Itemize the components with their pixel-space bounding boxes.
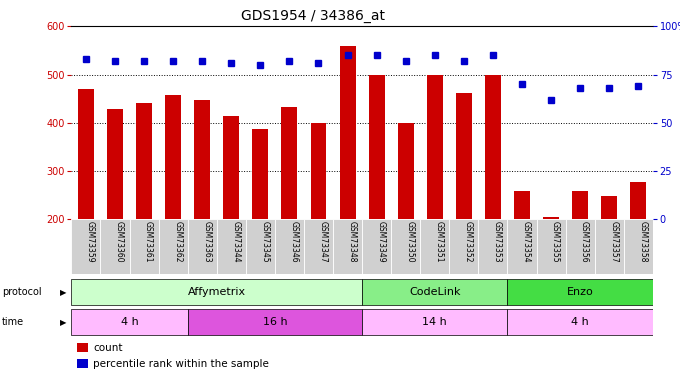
Text: CodeLink: CodeLink	[409, 287, 460, 297]
Text: GSM73350: GSM73350	[406, 221, 415, 262]
Text: GSM73349: GSM73349	[377, 221, 386, 262]
Bar	[427, 75, 443, 219]
Bar	[252, 129, 269, 219]
Bar	[479, 219, 507, 274]
Bar	[194, 100, 210, 219]
Text: GSM73354: GSM73354	[522, 221, 531, 262]
Text: Enzo: Enzo	[566, 287, 594, 297]
Bar	[129, 219, 158, 274]
Bar	[339, 46, 356, 219]
Bar	[136, 104, 152, 219]
Bar	[456, 93, 472, 219]
Text: GDS1954 / 34386_at: GDS1954 / 34386_at	[241, 9, 385, 23]
Text: GSM73356: GSM73356	[580, 221, 589, 262]
Text: ▶: ▶	[60, 318, 67, 327]
Text: GSM73359: GSM73359	[86, 221, 95, 262]
Bar	[398, 123, 413, 219]
Bar	[630, 182, 646, 219]
Bar	[78, 359, 88, 368]
Text: percentile rank within the sample: percentile rank within the sample	[93, 358, 269, 369]
Text: ▶: ▶	[60, 288, 67, 297]
Bar	[78, 343, 88, 352]
Bar	[507, 309, 653, 335]
Text: time: time	[2, 317, 24, 327]
Text: GSM73362: GSM73362	[173, 221, 182, 262]
Bar	[246, 219, 275, 274]
Text: GSM73348: GSM73348	[347, 221, 356, 262]
Bar	[362, 219, 391, 274]
Bar	[485, 75, 501, 219]
Bar	[282, 107, 297, 219]
Bar	[158, 219, 188, 274]
Bar	[601, 196, 617, 219]
Bar	[624, 219, 653, 274]
Bar	[275, 219, 304, 274]
Text: GSM73360: GSM73360	[115, 221, 124, 262]
Text: 16 h: 16 h	[262, 317, 287, 327]
Bar	[71, 309, 188, 335]
Bar	[223, 116, 239, 219]
Bar	[594, 219, 624, 274]
Bar	[543, 217, 559, 219]
Bar	[78, 89, 94, 219]
Bar	[369, 75, 385, 219]
Text: GSM73361: GSM73361	[144, 221, 153, 262]
Bar	[71, 279, 362, 305]
Bar	[304, 219, 333, 274]
Bar	[362, 309, 507, 335]
Bar	[507, 279, 653, 305]
Bar	[311, 123, 326, 219]
Bar	[333, 219, 362, 274]
Bar	[107, 109, 123, 219]
Bar	[101, 219, 129, 274]
Bar	[217, 219, 246, 274]
Bar	[514, 191, 530, 219]
Text: protocol: protocol	[2, 287, 41, 297]
Bar	[420, 219, 449, 274]
Text: GSM73358: GSM73358	[639, 221, 647, 262]
Text: Affymetrix: Affymetrix	[188, 287, 245, 297]
Bar	[71, 219, 101, 274]
Text: GSM73345: GSM73345	[260, 221, 269, 262]
Text: 4 h: 4 h	[120, 317, 139, 327]
Bar	[391, 219, 420, 274]
Bar	[507, 219, 537, 274]
Text: GSM73357: GSM73357	[609, 221, 618, 262]
Bar	[566, 219, 594, 274]
Text: GSM73347: GSM73347	[318, 221, 328, 262]
Text: 14 h: 14 h	[422, 317, 447, 327]
Text: GSM73344: GSM73344	[231, 221, 240, 262]
Text: GSM73352: GSM73352	[464, 221, 473, 262]
Bar	[537, 219, 566, 274]
Bar	[188, 219, 217, 274]
Bar	[362, 279, 507, 305]
Text: GSM73363: GSM73363	[202, 221, 211, 262]
Text: 4 h: 4 h	[571, 317, 589, 327]
Text: GSM73351: GSM73351	[435, 221, 444, 262]
Text: GSM73355: GSM73355	[551, 221, 560, 262]
Bar	[188, 309, 362, 335]
Bar	[165, 95, 181, 219]
Text: GSM73353: GSM73353	[493, 221, 502, 262]
Text: count: count	[93, 343, 123, 352]
Text: GSM73346: GSM73346	[290, 221, 299, 262]
Bar	[449, 219, 479, 274]
Bar	[572, 191, 588, 219]
